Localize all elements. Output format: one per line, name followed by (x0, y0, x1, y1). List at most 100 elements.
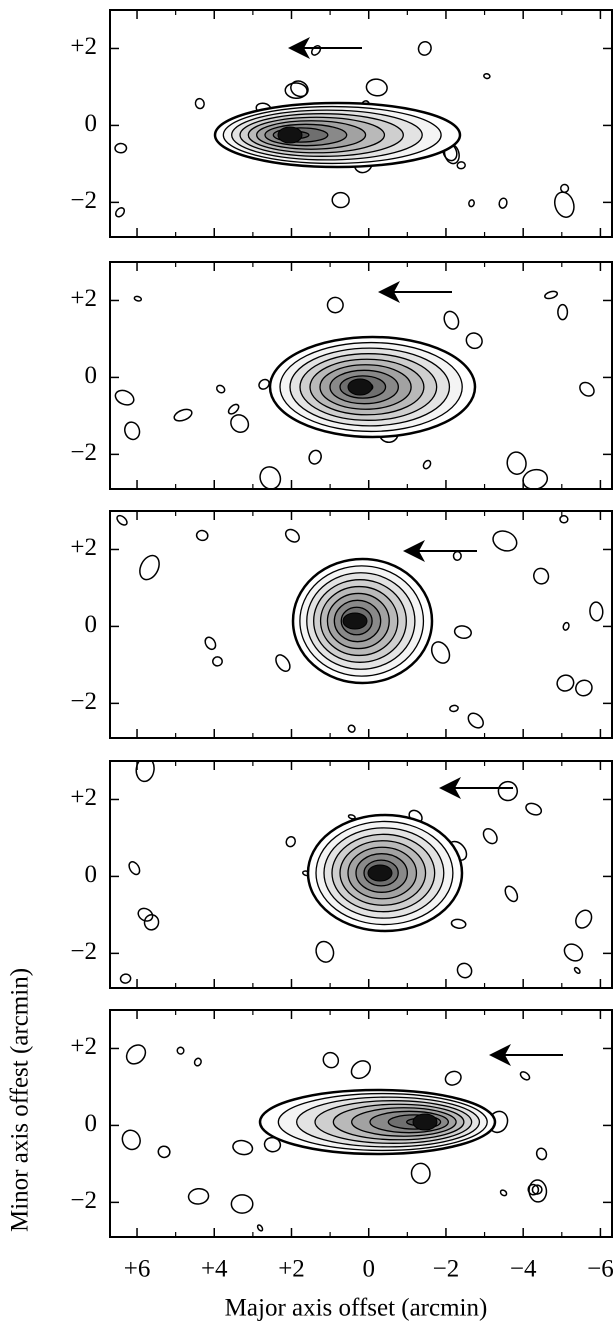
noise-contour (116, 514, 128, 526)
panel: +2 0 −2 (70, 261, 613, 490)
noise-contour (331, 191, 350, 209)
x-axis-label: Major axis offset (arcmin) (225, 1295, 488, 1322)
noise-contour (308, 449, 322, 465)
noise-contour (124, 421, 141, 441)
galaxy-core (412, 1113, 438, 1131)
x-tick-label: +4 (201, 1256, 228, 1283)
noise-contour (215, 384, 226, 394)
noise-contour (430, 641, 451, 664)
noise-contour (230, 414, 250, 433)
y-tick-label: 0 (85, 611, 98, 638)
noise-contour (468, 199, 475, 208)
y-tick-label: +2 (70, 285, 97, 312)
noise-contour (575, 909, 593, 929)
noise-contour (498, 197, 508, 209)
noise-contour (559, 515, 569, 524)
y-tick-label: +2 (70, 33, 97, 60)
noise-contour (125, 1044, 147, 1065)
noise-contour (506, 451, 527, 475)
frame (109, 760, 613, 989)
noise-contour (544, 290, 559, 300)
noise-contour (115, 207, 126, 218)
noise-contour (573, 966, 581, 975)
noise-contour (589, 601, 604, 622)
noise-contour (227, 403, 240, 415)
noise-contour (453, 625, 472, 640)
noise-contour (350, 1060, 371, 1080)
noise-contour (326, 296, 344, 314)
y-tick-label: +2 (70, 784, 97, 811)
noise-contour (554, 191, 575, 218)
noise-contour (525, 802, 543, 816)
noise-contour (275, 654, 291, 672)
noise-contour (492, 530, 518, 552)
frame (109, 261, 613, 490)
noise-contour (232, 1139, 254, 1156)
plot-area (121, 1044, 563, 1232)
noise-contour (193, 1057, 202, 1067)
noise-contour (365, 78, 388, 97)
noise-contour (347, 814, 356, 820)
noise-contour (315, 940, 335, 963)
noise-contour (139, 554, 160, 581)
noise-contour (579, 381, 595, 397)
noise-contour (310, 44, 322, 56)
noise-contour (443, 310, 460, 330)
arrow-head (403, 540, 425, 562)
y-tick-label: −2 (70, 938, 97, 965)
noise-contour (284, 528, 300, 543)
noise-contour (259, 466, 282, 489)
noise-contour (119, 973, 132, 984)
y-tick-label: +2 (70, 534, 97, 561)
panel: +2 0 −2 (70, 760, 613, 989)
galaxy-core (367, 864, 393, 882)
noise-contour (556, 674, 575, 692)
frame (109, 1009, 613, 1238)
noise-contour (173, 408, 193, 422)
noise-contour (557, 303, 569, 321)
noise-contour (450, 918, 467, 929)
noise-contour (533, 567, 550, 585)
noise-contour (187, 1187, 210, 1205)
noise-contour (465, 332, 483, 350)
galaxy-core (347, 378, 373, 396)
noise-contour (256, 1224, 264, 1232)
noise-contour (456, 962, 473, 979)
noise-contour (417, 41, 432, 56)
noise-contour (121, 1129, 141, 1151)
noise-contour (504, 885, 519, 903)
y-axis-label: Minor axis offest (arcmin) (7, 968, 34, 1232)
noise-contour (422, 459, 432, 470)
noise-contour (444, 1070, 462, 1086)
frame (109, 9, 613, 238)
x-tick-label: +6 (124, 1256, 151, 1283)
noise-contour (285, 836, 296, 848)
noise-contour (128, 861, 141, 876)
y-tick-label: −2 (70, 1187, 97, 1214)
arrow-head (439, 777, 461, 799)
noise-contour (143, 914, 160, 931)
noise-contour (114, 142, 128, 154)
noise-contour (499, 1189, 508, 1197)
noise-contour (467, 712, 484, 729)
noise-contour (449, 704, 459, 713)
plot-area (119, 761, 593, 984)
plot-area (116, 514, 604, 733)
noise-contour (410, 1162, 431, 1185)
plot-area (114, 281, 595, 489)
y-tick-label: −2 (70, 187, 97, 214)
noise-contour (114, 389, 135, 406)
galaxy-core (342, 612, 368, 630)
noise-contour (137, 907, 154, 922)
noise-contour (347, 724, 356, 733)
noise-contour (575, 679, 593, 697)
noise-contour (483, 73, 491, 80)
y-tick-label: +2 (70, 1033, 97, 1060)
y-tick-label: 0 (85, 362, 98, 389)
y-tick-label: 0 (85, 110, 98, 137)
galaxy-core (277, 126, 303, 144)
noise-contour (194, 97, 205, 110)
noise-contour (452, 550, 462, 562)
noise-contour (258, 378, 270, 390)
